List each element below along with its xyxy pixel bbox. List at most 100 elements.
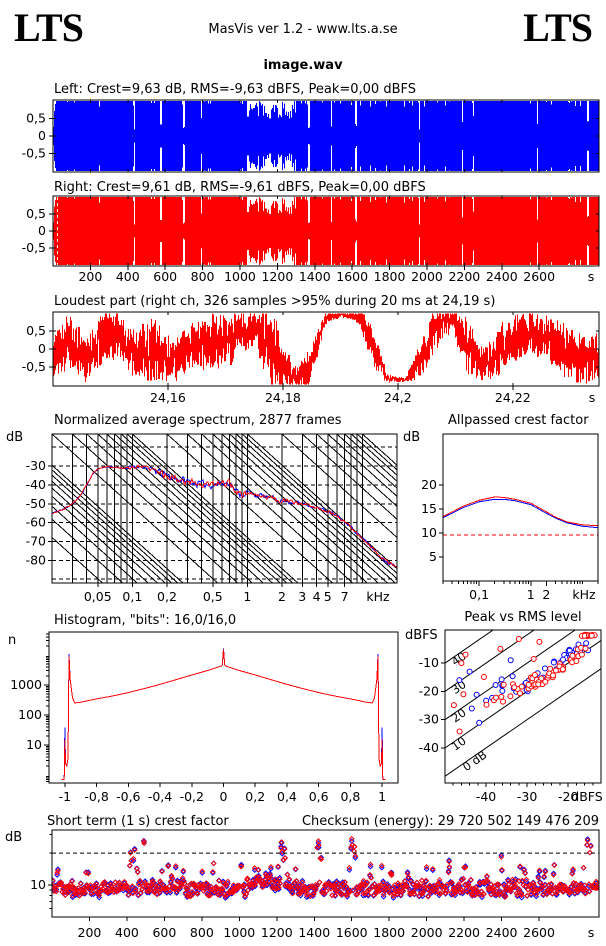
svg-text:2: 2 — [278, 589, 286, 604]
svg-text:-30: -30 — [419, 712, 439, 727]
histogram-title: Histogram, "bits": 16,0/16,0 — [54, 613, 237, 628]
svg-text:1400: 1400 — [298, 925, 330, 940]
svg-text:100: 100 — [18, 707, 42, 722]
svg-text:2: 2 — [542, 587, 550, 602]
svg-text:-10: -10 — [419, 655, 439, 670]
allpassed-axis: 5 10 15 20 0,1 1 2 kHz — [421, 433, 599, 602]
svg-text:7: 7 — [341, 589, 349, 604]
svg-text:-1: -1 — [59, 789, 71, 804]
histogram-y-unit: n — [8, 633, 17, 648]
histogram-axis: 10 100 1000 -1 -0,8 -0,6 -0,4 -0,2 0 0,2 0,4 0,6 0,8… — [10, 631, 399, 804]
svg-text:0,6: 0,6 — [309, 789, 329, 804]
filename-title: image.wav — [263, 58, 343, 73]
peak-rms-y-unit: dBFS — [405, 628, 438, 643]
svg-text:-40: -40 — [26, 477, 46, 492]
svg-text:600: 600 — [153, 269, 177, 284]
svg-text:-0,5: -0,5 — [22, 146, 46, 161]
left_waveform-axis: 0,5 0 -0,5 — [22, 99, 600, 173]
svg-text:0,5: 0,5 — [26, 111, 46, 126]
loudest-part-title: Loudest part (right ch, 326 samples >95%… — [54, 294, 496, 309]
peak-rms-diagonals — [445, 630, 601, 777]
svg-text:-0,6: -0,6 — [116, 789, 140, 804]
right_waveform-axis: 0,5 0 -0,5 200 400 600 800 1000 1200 1400 1600 1800… — [22, 195, 600, 284]
svg-text:dBFS: dBFS — [571, 789, 602, 804]
svg-text:5: 5 — [429, 549, 437, 564]
svg-text:0,4: 0,4 — [277, 789, 297, 804]
svg-text:-80: -80 — [26, 552, 46, 567]
spectrum-title: Normalized average spectrum, 2877 frames — [54, 413, 342, 428]
svg-text:-40: -40 — [476, 789, 496, 804]
svg-text:24,2: 24,2 — [384, 390, 412, 405]
svg-text:0,1: 0,1 — [469, 587, 489, 602]
left_waveform-plot — [53, 101, 599, 171]
svg-text:24,16: 24,16 — [150, 390, 186, 405]
short-term-y-unit: dB — [5, 830, 23, 845]
svg-text:-0,4: -0,4 — [148, 789, 172, 804]
svg-text:0 dB: 0 dB — [460, 748, 490, 775]
svg-text:800: 800 — [190, 925, 214, 940]
svg-text:s: s — [589, 390, 596, 405]
svg-text:2400: 2400 — [486, 269, 518, 284]
allpassed-title: Allpassed crest factor — [448, 413, 589, 428]
svg-text:s: s — [588, 269, 595, 284]
svg-text:1: 1 — [527, 587, 535, 602]
short-term-title: Short term (1 s) crest factor — [47, 814, 229, 829]
svg-text:10: 10 — [449, 734, 469, 754]
svg-text:2000: 2000 — [411, 925, 443, 940]
svg-text:2200: 2200 — [448, 925, 480, 940]
svg-text:0,5: 0,5 — [203, 589, 223, 604]
svg-text:1000: 1000 — [223, 925, 255, 940]
svg-text:1600: 1600 — [336, 269, 368, 284]
svg-text:10: 10 — [30, 877, 46, 892]
allpassed-y-unit: dB — [403, 430, 421, 445]
left-channel-stats: Left: Crest=9,63 dB, RMS=-9,63 dBFS, Pea… — [54, 82, 416, 97]
spectrum-curves — [52, 464, 397, 569]
svg-text:400: 400 — [116, 269, 140, 284]
spectrum-y-unit: dB — [6, 430, 24, 445]
svg-text:-0,8: -0,8 — [84, 789, 108, 804]
svg-text:-0,5: -0,5 — [22, 240, 46, 255]
svg-text:1800: 1800 — [374, 269, 406, 284]
right_waveform-plot — [53, 197, 599, 265]
spectrum-grid — [51, 434, 398, 583]
svg-text:600: 600 — [152, 925, 176, 940]
svg-text:-20: -20 — [558, 789, 578, 804]
spectrum-axis: -30 -40 -50 -60 -70 -80 0,05 0,1 0,2 0,5 1 2 3 4 5 7 kHz — [26, 433, 398, 604]
short-term-axis: 10 200 400 600 800 1000 1200 1400 1600 1800 2000 22… — [30, 829, 600, 940]
svg-text:1000: 1000 — [10, 677, 42, 692]
lts-logo-left: LTS — [14, 5, 84, 50]
svg-text:2200: 2200 — [448, 269, 480, 284]
svg-text:s: s — [588, 925, 595, 940]
svg-text:0,8: 0,8 — [340, 789, 360, 804]
svg-text:15: 15 — [421, 501, 437, 516]
svg-text:1: 1 — [243, 589, 251, 604]
svg-text:-0,5: -0,5 — [22, 359, 46, 374]
svg-text:kHz: kHz — [366, 589, 390, 604]
svg-text:0: 0 — [220, 789, 228, 804]
svg-text:0,2: 0,2 — [245, 789, 265, 804]
svg-text:-50: -50 — [26, 496, 46, 511]
right-channel-stats: Right: Crest=9,61 dB, RMS=-9,61 dBFS, Pe… — [54, 180, 426, 195]
svg-text:0,5: 0,5 — [26, 206, 46, 221]
lts-logo-right: LTS — [523, 5, 593, 50]
svg-text:1800: 1800 — [373, 925, 405, 940]
peak-rms-scatter — [450, 631, 598, 735]
peak-rms-title: Peak vs RMS level — [464, 610, 582, 625]
svg-text:-30: -30 — [517, 789, 537, 804]
svg-text:1000: 1000 — [224, 269, 256, 284]
svg-text:0,05: 0,05 — [84, 589, 112, 604]
svg-text:1600: 1600 — [336, 925, 368, 940]
short-term-plot — [52, 835, 599, 901]
svg-text:800: 800 — [191, 269, 215, 284]
svg-text:4: 4 — [313, 589, 321, 604]
loudest-axis: 0,5 0 -0,5 24,16 24,18 24,2 24,22 s — [22, 311, 600, 405]
svg-text:-70: -70 — [26, 534, 46, 549]
svg-text:200: 200 — [78, 925, 102, 940]
svg-text:0,5: 0,5 — [26, 323, 46, 338]
svg-text:2400: 2400 — [486, 925, 518, 940]
svg-text:1200: 1200 — [261, 925, 293, 940]
svg-text:1400: 1400 — [299, 269, 331, 284]
